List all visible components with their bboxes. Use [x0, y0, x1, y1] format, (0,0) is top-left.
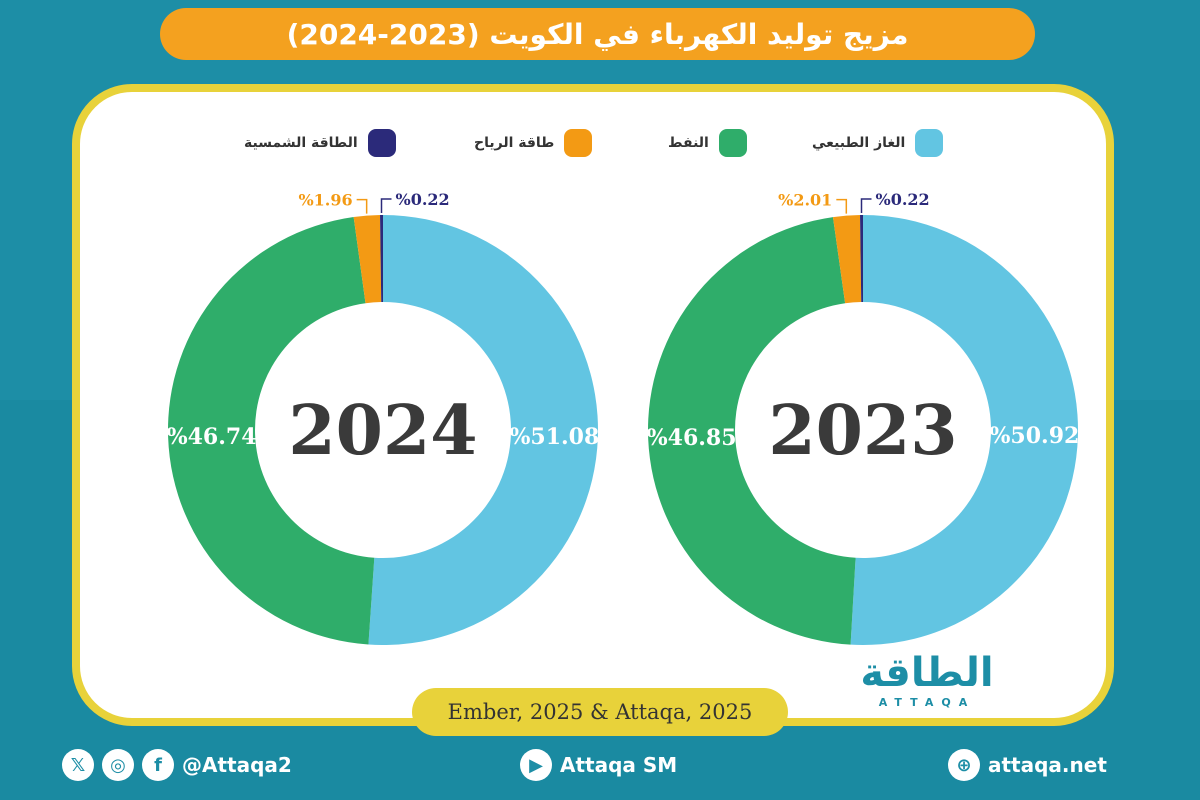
- facebook-icon[interactable]: f: [142, 749, 174, 781]
- footer-youtube[interactable]: ▶ Attaqa SM: [520, 748, 677, 782]
- legend-swatch-solar: [367, 129, 396, 157]
- legend-item-oil: النفط: [668, 128, 747, 158]
- leader-line-wind-2024: [356, 198, 368, 214]
- slice-wind-2024: [353, 215, 382, 304]
- legend-swatch-oil: [718, 129, 747, 157]
- source-pill: Ember, 2025 & Attaqa, 2025: [412, 688, 788, 736]
- legend-label-wind: طاقة الرياح: [474, 135, 555, 151]
- center-year-2023: 2023: [768, 391, 957, 471]
- footer-social[interactable]: 𝕏 ◎ f @Attaqa2: [62, 748, 292, 782]
- legend-item-wind: طاقة الرياح: [474, 128, 593, 158]
- leader-line-wind-2023: [836, 198, 848, 214]
- data-label-gas-2024: %51.08: [510, 424, 600, 450]
- data-label-oil-2024: %46.74: [167, 424, 257, 450]
- legend-label-solar: الطاقة الشمسية: [244, 135, 358, 151]
- logo-arabic: الطاقة: [860, 650, 994, 696]
- youtube-icon[interactable]: ▶: [520, 749, 552, 781]
- legend-label-gas: الغاز الطبيعي: [812, 135, 906, 151]
- data-label-solar-2023: %0.22: [876, 190, 930, 209]
- leader-line-solar-2023: [860, 198, 872, 214]
- legend-item-gas: الغاز الطبيعي: [812, 128, 944, 158]
- slice-oil-2024: [167, 217, 375, 645]
- globe-icon[interactable]: ⊕: [948, 749, 980, 781]
- center-year-2024: 2024: [288, 391, 477, 471]
- attaqa-logo: الطاقة ATTAQA: [842, 650, 1012, 712]
- x-icon[interactable]: 𝕏: [62, 749, 94, 781]
- data-label-oil-2023: %46.85: [647, 425, 737, 451]
- slice-solar-2023: [860, 215, 863, 303]
- footer-website[interactable]: ⊕ attaqa.net: [948, 748, 1107, 782]
- legend-item-solar: الطاقة الشمسية: [244, 128, 396, 158]
- logo-english: ATTAQA: [878, 696, 976, 709]
- social-handle[interactable]: @Attaqa2: [182, 753, 292, 777]
- slice-gas-2023: [850, 215, 1079, 645]
- legend-swatch-wind: [564, 129, 593, 157]
- data-label-wind-2023: %2.01: [778, 191, 832, 210]
- slice-solar-2024: [380, 215, 383, 303]
- title-bar: مزيج توليد الكهرباء في الكويت (2023-2024…: [160, 8, 1035, 60]
- data-label-gas-2023: %50.92: [990, 423, 1080, 449]
- slice-gas-2024: [368, 215, 598, 646]
- slice-wind-2023: [832, 215, 862, 304]
- slice-oil-2023: [648, 217, 856, 645]
- source-text: Ember, 2025 & Attaqa, 2025: [447, 700, 753, 724]
- data-label-solar-2024: %0.22: [396, 190, 450, 209]
- chart-title: مزيج توليد الكهرباء في الكويت (2023-2024…: [286, 17, 909, 51]
- instagram-icon[interactable]: ◎: [102, 749, 134, 781]
- legend-swatch-gas: [915, 129, 944, 157]
- data-label-wind-2024: %1.96: [298, 191, 352, 210]
- leader-line-solar-2024: [380, 198, 392, 214]
- legend-label-oil: النفط: [668, 135, 709, 151]
- youtube-label[interactable]: Attaqa SM: [560, 753, 678, 777]
- website-label[interactable]: attaqa.net: [988, 753, 1107, 777]
